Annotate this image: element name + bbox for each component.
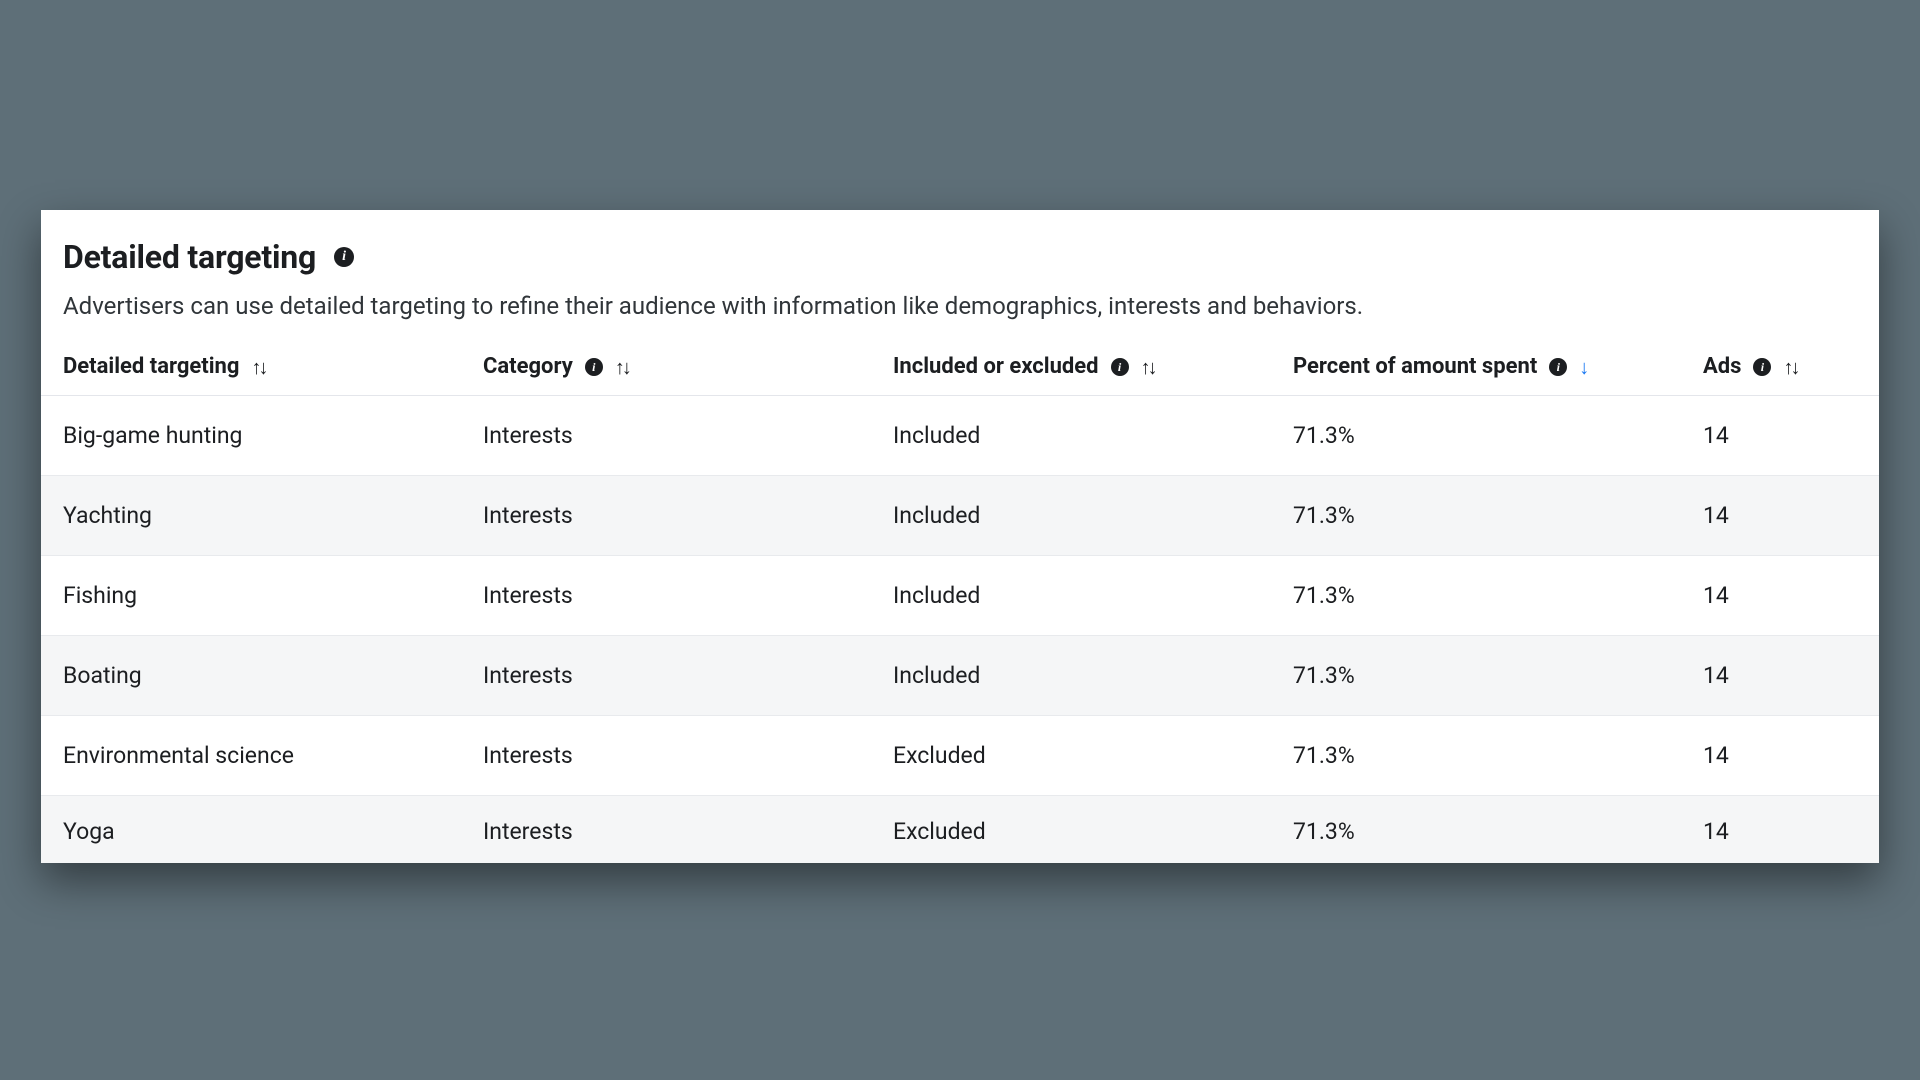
table-row[interactable]: Yachting Interests Included 71.3% 14 [41,476,1879,556]
cell-percent: 71.3% [1271,636,1681,716]
sort-both-icon[interactable]: ↑↓ [615,357,629,377]
cell-category: Interests [461,716,871,796]
cell-category: Interests [461,556,871,636]
cell-category: Interests [461,636,871,716]
sort-both-icon[interactable]: ↑↓ [1141,357,1155,377]
cell-ads: 14 [1681,636,1879,716]
cell-percent: 71.3% [1271,556,1681,636]
table-row[interactable]: Yoga Interests Excluded 71.3% 14 [41,796,1879,864]
panel-subtitle: Advertisers can use detailed targeting t… [41,286,1879,342]
table-body: Big-game hunting Interests Included 71.3… [41,396,1879,864]
cell-category: Interests [461,476,871,556]
cell-targeting: Boating [41,636,461,716]
cell-targeting: Yoga [41,796,461,864]
panel-title: Detailed targeting [63,238,316,276]
cell-ads: 14 [1681,476,1879,556]
col-header-inclusion[interactable]: Included or excluded i ↑↓ [871,342,1271,396]
cell-ads: 14 [1681,716,1879,796]
col-label: Percent of amount spent [1293,354,1537,379]
col-label: Ads [1703,354,1741,379]
cell-category: Interests [461,396,871,476]
cell-percent: 71.3% [1271,476,1681,556]
info-icon[interactable]: i [585,358,603,376]
info-icon[interactable]: i [1753,358,1771,376]
cell-percent: 71.3% [1271,396,1681,476]
cell-ads: 14 [1681,796,1879,864]
info-icon[interactable]: i [1549,358,1567,376]
col-label: Detailed targeting [63,354,239,379]
cell-inclusion: Excluded [871,796,1271,864]
col-header-percent[interactable]: Percent of amount spent i ↓ [1271,342,1681,396]
cell-inclusion: Included [871,556,1271,636]
info-icon[interactable]: i [334,247,354,267]
sort-both-icon[interactable]: ↑↓ [1783,357,1797,377]
info-icon[interactable]: i [1111,358,1129,376]
table-row[interactable]: Big-game hunting Interests Included 71.3… [41,396,1879,476]
cell-inclusion: Included [871,396,1271,476]
col-header-ads[interactable]: Ads i ↑↓ [1681,342,1879,396]
cell-inclusion: Included [871,636,1271,716]
cell-percent: 71.3% [1271,796,1681,864]
col-label: Category [483,354,573,379]
detailed-targeting-panel: Detailed targeting i Advertisers can use… [41,210,1879,863]
col-header-category[interactable]: Category i ↑↓ [461,342,871,396]
col-label: Included or excluded [893,354,1099,379]
col-header-targeting[interactable]: Detailed targeting ↑↓ [41,342,461,396]
table-row[interactable]: Fishing Interests Included 71.3% 14 [41,556,1879,636]
cell-ads: 14 [1681,556,1879,636]
sort-down-active-icon[interactable]: ↓ [1579,357,1589,377]
cell-targeting: Big-game hunting [41,396,461,476]
cell-percent: 71.3% [1271,716,1681,796]
targeting-table: Detailed targeting ↑↓ Category i ↑↓ Incl… [41,342,1879,863]
table-row[interactable]: Boating Interests Included 71.3% 14 [41,636,1879,716]
cell-targeting: Yachting [41,476,461,556]
cell-category: Interests [461,796,871,864]
sort-both-icon[interactable]: ↑↓ [251,357,265,377]
cell-targeting: Fishing [41,556,461,636]
table-header-row: Detailed targeting ↑↓ Category i ↑↓ Incl… [41,342,1879,396]
cell-ads: 14 [1681,396,1879,476]
cell-inclusion: Excluded [871,716,1271,796]
cell-targeting: Environmental science [41,716,461,796]
cell-inclusion: Included [871,476,1271,556]
panel-header: Detailed targeting i [41,238,1879,286]
table-row[interactable]: Environmental science Interests Excluded… [41,716,1879,796]
